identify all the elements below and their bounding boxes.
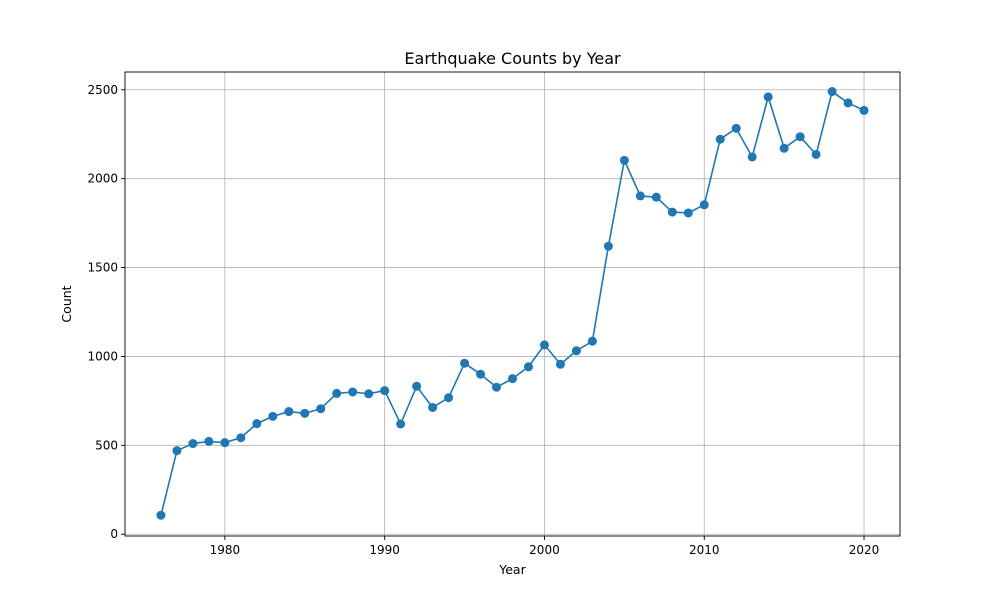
data-point bbox=[827, 87, 837, 97]
series-line bbox=[160, 90, 865, 516]
y-tick-label: 500 bbox=[95, 438, 118, 452]
axis-ticks: 1980 1990 2000 2010 2020 0 500 1000 1500 2000 2500 bbox=[87, 83, 879, 557]
data-point bbox=[763, 92, 773, 102]
data-point bbox=[252, 419, 262, 429]
data-point bbox=[380, 386, 390, 396]
x-tick-label: 1990 bbox=[369, 543, 400, 557]
data-point bbox=[699, 200, 709, 210]
data-point bbox=[300, 408, 310, 418]
data-point bbox=[444, 393, 454, 403]
data-point bbox=[715, 134, 725, 144]
data-point bbox=[859, 105, 869, 115]
data-point bbox=[188, 439, 198, 449]
data-point bbox=[747, 152, 757, 162]
data-point bbox=[460, 358, 470, 368]
chart-title: Earthquake Counts by Year bbox=[404, 49, 621, 68]
data-point bbox=[779, 143, 789, 153]
x-tick-label: 2010 bbox=[689, 543, 720, 557]
x-tick-label: 2000 bbox=[529, 543, 560, 557]
data-point bbox=[156, 510, 166, 520]
data-point bbox=[476, 369, 486, 379]
data-point bbox=[268, 411, 278, 421]
grid-lines bbox=[125, 72, 900, 536]
data-point bbox=[731, 123, 741, 133]
data-point bbox=[843, 98, 853, 108]
data-point bbox=[619, 155, 629, 165]
y-axis-label: Count bbox=[59, 285, 74, 322]
data-point bbox=[204, 436, 214, 446]
data-point bbox=[172, 446, 182, 456]
data-point bbox=[651, 192, 661, 202]
data-point bbox=[571, 346, 581, 356]
plot-frame bbox=[124, 71, 901, 537]
data-point bbox=[396, 419, 406, 429]
data-point bbox=[508, 374, 517, 384]
y-tick-label: 1500 bbox=[87, 261, 118, 275]
x-axis-label: Year bbox=[498, 562, 526, 577]
data-point bbox=[492, 382, 502, 392]
y-tick-label: 2500 bbox=[87, 83, 118, 97]
x-tick-label: 2020 bbox=[849, 543, 880, 557]
data-point bbox=[284, 407, 294, 417]
data-point bbox=[587, 336, 597, 346]
data-point bbox=[539, 340, 549, 350]
y-tick-label: 1000 bbox=[87, 349, 118, 363]
data-point bbox=[555, 359, 565, 369]
data-point bbox=[364, 389, 374, 399]
data-point bbox=[603, 241, 613, 251]
data-point bbox=[428, 402, 438, 412]
data-point bbox=[795, 132, 805, 142]
data-point bbox=[523, 362, 533, 372]
data-point bbox=[316, 404, 326, 414]
data-point bbox=[667, 207, 677, 217]
data-point bbox=[811, 149, 821, 159]
data-point bbox=[348, 387, 358, 397]
data-point bbox=[220, 438, 230, 448]
data-point bbox=[236, 433, 246, 443]
data-point bbox=[635, 191, 645, 201]
y-tick-label: 2000 bbox=[87, 172, 118, 186]
series-layer bbox=[156, 87, 869, 520]
data-point bbox=[412, 381, 422, 391]
x-tick-label: 1980 bbox=[210, 543, 241, 557]
data-point bbox=[683, 208, 693, 218]
y-tick-label: 0 bbox=[110, 527, 118, 541]
data-point bbox=[332, 388, 342, 398]
